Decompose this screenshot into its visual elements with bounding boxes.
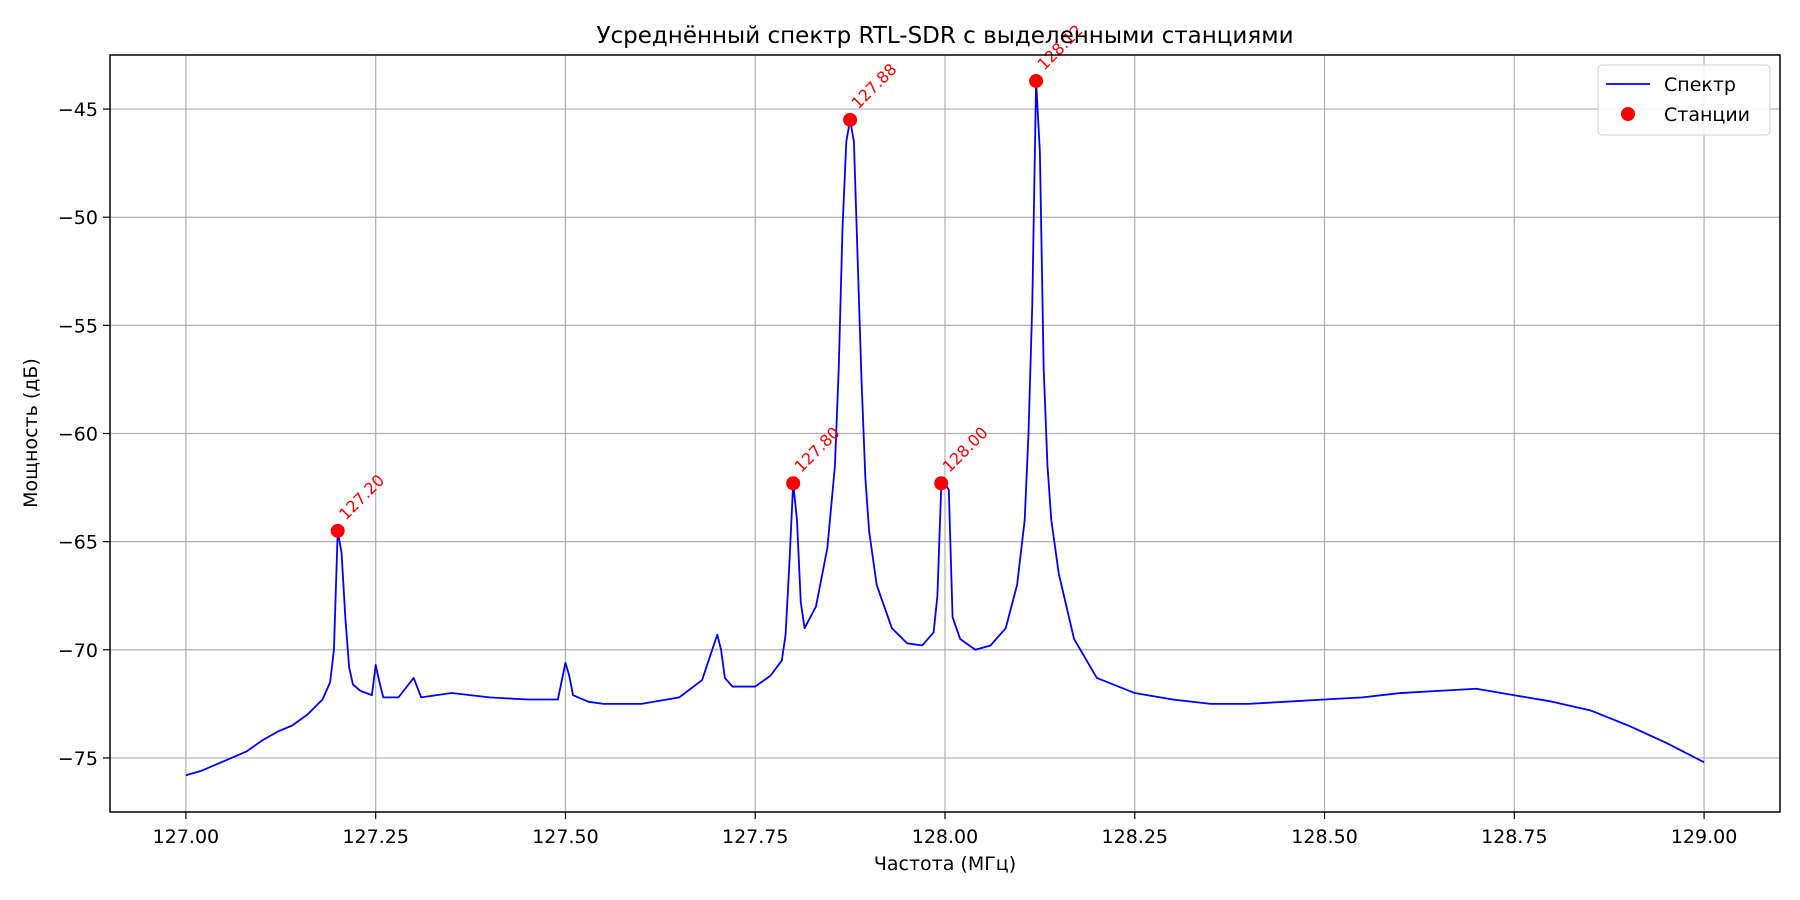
y-tick-label: −55 [58, 315, 98, 337]
grid [110, 55, 1780, 812]
legend-label-spectrum: Спектр [1664, 74, 1736, 96]
station-point [786, 476, 801, 491]
station-point [843, 112, 858, 127]
x-tick-label: 127.75 [722, 826, 788, 848]
chart-title: Усреднённый спектр RTL-SDR с выделенными… [596, 23, 1293, 49]
x-axis-label: Частота (МГц) [874, 853, 1016, 875]
y-tick-label: −60 [58, 424, 98, 446]
series-layer [185, 80, 1705, 777]
y-tick-label: −70 [58, 640, 98, 662]
y-axis-ticks: −75 −70 −65 −60 −55 −50 −45 [58, 99, 110, 770]
y-tick-label: −75 [58, 748, 98, 770]
x-axis-ticks: 127.00 127.25 127.50 127.75 128.00 128.25 128.… [153, 812, 1737, 848]
x-tick-label: 128.25 [1102, 826, 1168, 848]
y-axis-label: Мощность (дБ) [20, 358, 42, 508]
x-tick-label: 127.50 [532, 826, 598, 848]
x-tick-label: 128.75 [1481, 826, 1547, 848]
legend: Спектр Станции [1597, 64, 1771, 136]
series-line-spectrum [185, 80, 1705, 777]
x-tick-label: 129.00 [1671, 826, 1737, 848]
legend-label-stations: Станции [1664, 104, 1750, 126]
x-tick-label: 128.00 [912, 826, 978, 848]
x-tick-label: 127.00 [153, 826, 219, 848]
x-tick-label: 128.50 [1291, 826, 1357, 848]
legend-marker-swatch [1621, 107, 1635, 121]
legend-box [1597, 64, 1771, 136]
x-tick-label: 127.25 [342, 826, 408, 848]
y-tick-label: −50 [58, 207, 98, 229]
y-tick-label: −45 [58, 99, 98, 121]
station-point [934, 476, 949, 491]
station-point [330, 523, 345, 538]
station-point [1029, 73, 1044, 88]
y-tick-label: −65 [58, 532, 98, 554]
